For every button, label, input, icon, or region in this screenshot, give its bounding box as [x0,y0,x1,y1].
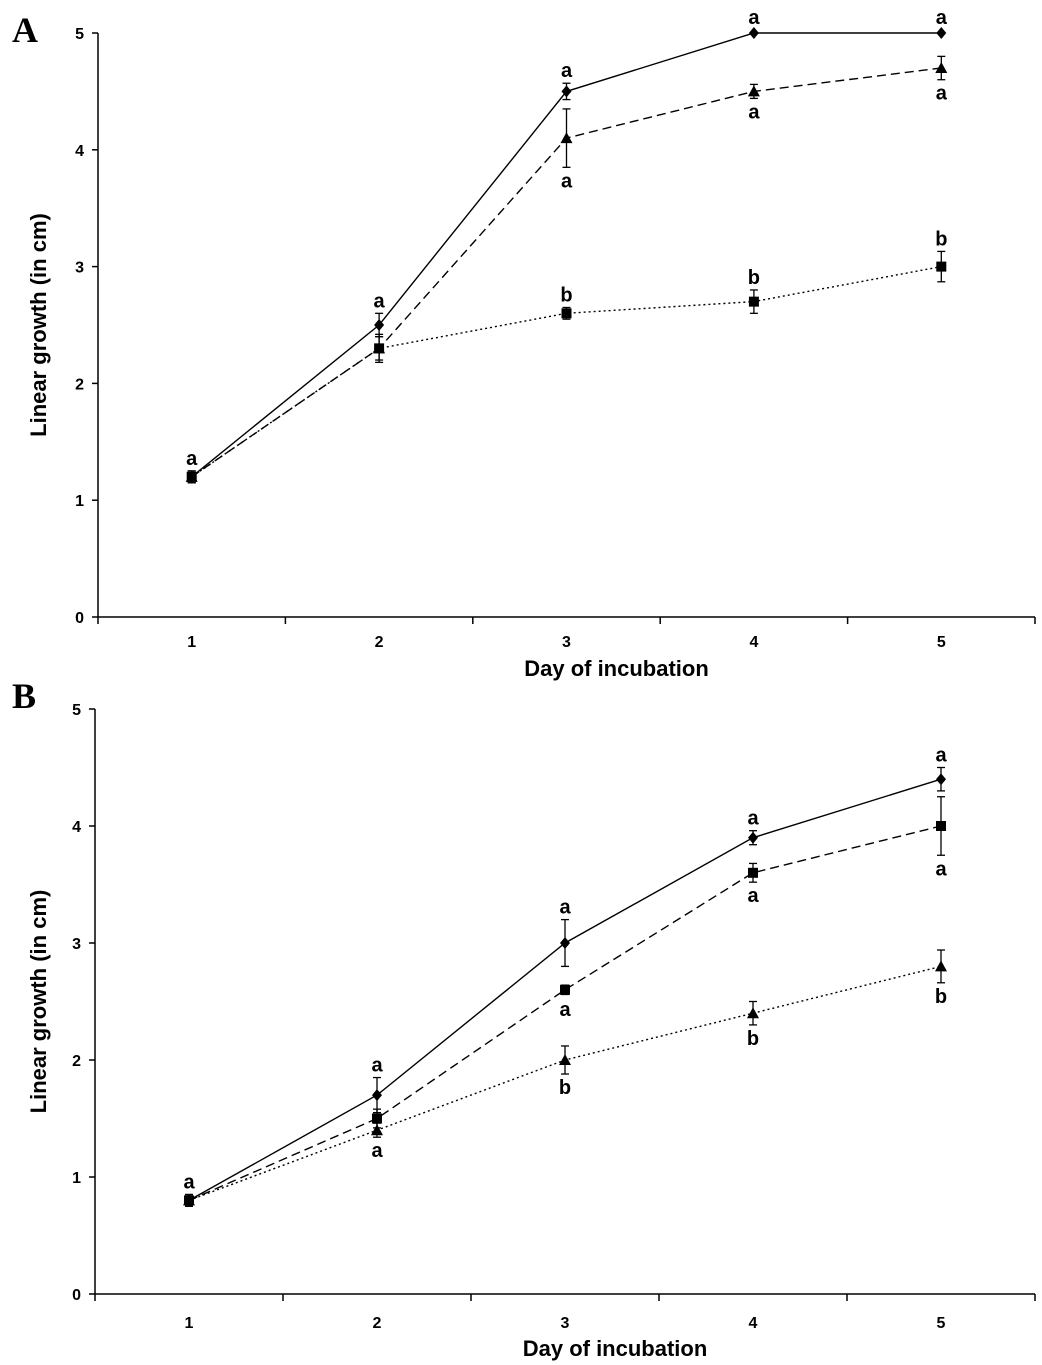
significance-label: a [183,1172,195,1194]
series-line-square [191,265,942,478]
y-tick-label: 0 [75,610,84,627]
significance-label: a [374,290,386,312]
significance-label: a [747,808,759,830]
x-tick-label: 5 [937,1315,946,1332]
triangle-marker [559,1054,571,1065]
square-marker [748,867,758,878]
diamond-marker [936,27,947,39]
y-axis-title: Linear growth (in cm) [26,890,51,1114]
square-marker [748,296,759,307]
significance-label: a [936,7,948,29]
triangle-marker [371,1124,383,1136]
chart-panel-b: B 0 1 2 3 4 5 1 2 3 4 5 Day of incubation Linear grow… [12,676,1036,1361]
square-marker [561,308,572,319]
x-tick-label: 4 [749,634,758,651]
significance-label: b [559,1077,571,1099]
panel-letter: B [12,676,36,716]
y-tick-label: 3 [75,260,84,277]
significance-label: b [560,284,572,306]
x-tick-label: 2 [373,1315,382,1332]
chart-panel-a: A 0 1 2 3 4 5 1 2 3 4 5 Day of incubation Linear grow… [12,7,1036,681]
significance-label: a [561,60,573,82]
y-axis-title: Linear growth (in cm) [26,213,51,437]
significance-label: a [747,885,759,907]
x-axis-title: Day of incubation [523,1336,708,1361]
series-line-square [188,825,942,1202]
diamond-marker [748,831,758,844]
diamond-marker [748,27,759,39]
significance-label: b [935,228,947,250]
significance-label: a [559,897,571,919]
x-tick-label: 3 [561,1315,570,1332]
significance-label: a [186,448,198,470]
square-marker [560,984,570,995]
diamond-marker [561,85,572,98]
x-axis-title: Day of incubation [524,656,709,681]
diamond-marker [374,319,385,331]
triangle-marker [747,85,760,97]
significance-label: a [935,858,947,880]
diamond-marker [560,937,570,949]
y-tick-label: 1 [75,493,84,510]
y-tick-label: 1 [72,1170,81,1187]
significance-label: a [559,999,571,1021]
significance-label: a [936,83,948,105]
y-tick-label: 4 [72,819,81,836]
triangle-marker [935,62,948,74]
y-tick-label: 0 [72,1287,81,1304]
y-tick-label: 3 [72,936,81,953]
significance-label: a [371,1140,383,1162]
significance-label: a [935,745,947,767]
significance-label: a [748,101,760,123]
square-marker [186,471,197,482]
triangle-marker [935,960,947,972]
y-tick-label: 2 [72,1053,81,1070]
significance-label: b [748,267,760,289]
y-tick-label: 5 [75,26,84,43]
y-tick-label: 4 [75,143,84,160]
diamond-marker [936,773,946,786]
significance-label: a [561,170,573,192]
significance-label: b [935,986,947,1008]
significance-label: a [371,1055,383,1077]
significance-label: a [748,7,760,29]
x-tick-label: 1 [185,1315,194,1332]
square-marker [936,821,946,831]
diamond-marker [372,1089,382,1102]
x-tick-label: 2 [375,634,384,651]
triangle-marker [560,132,573,144]
triangle-marker [183,1194,195,1206]
square-marker [374,343,385,354]
x-tick-label: 4 [749,1315,758,1332]
triangle-marker [747,1007,759,1019]
y-tick-label: 2 [75,376,84,393]
square-marker [936,261,947,272]
panel-letter: A [12,10,38,50]
square-marker [372,1113,382,1124]
x-tick-label: 1 [187,634,196,651]
y-tick-label: 5 [72,702,81,719]
x-tick-label: 5 [937,634,946,651]
significance-label: b [747,1028,759,1050]
x-tick-label: 3 [562,634,571,651]
